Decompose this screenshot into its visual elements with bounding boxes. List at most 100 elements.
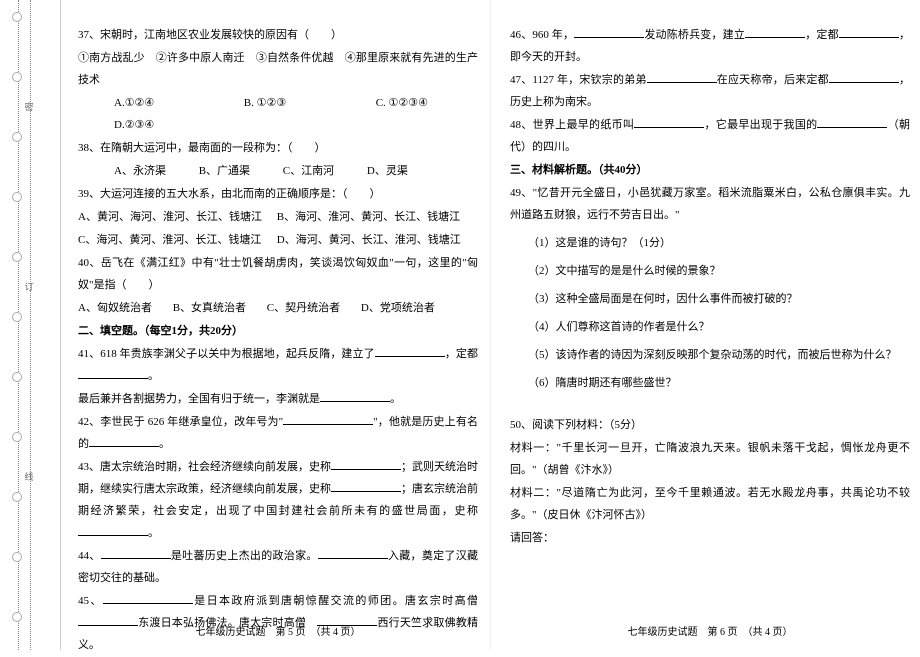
section-2-heading: 二、填空题。（每空1分，共20分）	[78, 320, 478, 342]
q43-blank-3	[78, 524, 148, 536]
q42-blank-1	[283, 413, 373, 425]
q50-material-2: 材料二："尽道隋亡为此河，至今千里赖通波。若无水殿龙舟事，共禹论功不较多。"（皮…	[510, 482, 910, 526]
q40-opt-a: A、匈奴统治者	[78, 297, 152, 319]
q39-opt-b: B、海河、淮河、黄河、长江、钱塘江	[277, 206, 473, 228]
q37: 37、宋朝时，江南地区农业发展较快的原因有（ ）	[78, 24, 478, 46]
binding-circle	[12, 72, 22, 82]
q37-opt-a: A.①②④	[114, 92, 154, 114]
q38-opt-d: D、灵渠	[367, 160, 408, 182]
q38: 38、在隋朝大运河中，最南面的一段称为：（ ）	[78, 137, 478, 159]
q37-opt-d: D.②③④	[114, 114, 154, 136]
binding-label: 线	[22, 470, 36, 483]
q45-b: 是日本政府派到唐朝惊醒交流的师团。唐玄宗时高僧	[193, 595, 478, 607]
q42-blank-2	[89, 435, 159, 447]
q41-text-a: 41、618 年贵族李渊父子以关中为根据地，起兵反隋，建立了	[78, 348, 375, 360]
q46: 46、960 年，发动陈桥兵变，建立，定都，即今天的开封。	[510, 24, 910, 68]
q44: 44、是吐蕃历史上杰出的政治家。入藏，奠定了汉藏密切交往的基础。	[78, 545, 478, 589]
q42-c: 。	[159, 438, 170, 450]
q42: 42、李世民于 626 年继承皇位，改年号为""，他就是历史上有名的。	[78, 411, 478, 455]
q48-blank-2	[817, 116, 887, 128]
q37-options: A.①②④ B. ①②③ C. ①②③④ D.②③④	[78, 92, 478, 136]
q39: 39、大运河连接的五大水系，由北而南的正确顺序是：（ ）	[78, 183, 478, 205]
binding-circle	[12, 12, 22, 22]
q49-3: （3）这种全盛局面是在何时，因什么事件而被打破的？	[510, 288, 910, 310]
binding-circle	[12, 552, 22, 562]
binding-label: 密	[22, 100, 36, 113]
q49: 49、"忆昔开元全盛日，小邑犹藏万家室。稻米流脂粟米白，公私仓廪俱丰实。九州道路…	[510, 182, 910, 226]
q41-blank-2	[78, 367, 148, 379]
binding-label: 订	[22, 280, 36, 293]
vertical-separator	[60, 0, 61, 650]
q50-ask: 请回答：	[510, 527, 910, 549]
q43-a: 43、唐太宗统治时期，社会经济继续向前发展，史称	[78, 461, 331, 473]
footer-right: 七年级历史试题 第 6 页 （共 4 页）	[510, 623, 910, 638]
q44-b: 是吐蕃历史上杰出的政治家。	[171, 550, 318, 562]
q43-blank-2	[331, 480, 401, 492]
q47-blank-2	[829, 71, 899, 83]
binding-circle	[12, 492, 22, 502]
q50: 50、阅读下列材料：（5分）	[510, 414, 910, 436]
footer-left: 七年级历史试题 第 5 页 （共 4 页）	[78, 623, 478, 638]
binding-circle	[12, 312, 22, 322]
q41-line2: 最后兼并各割据势力，全国有归于统一，李渊就是 。	[78, 388, 478, 410]
q46-c: ，定都	[805, 29, 839, 41]
q44-blank-2	[318, 547, 388, 559]
q41-text-b: ，定都	[445, 348, 478, 360]
q40: 40、岳飞在《满江红》中有"壮士饥餐胡虏肉，笑谈渴饮匈奴血"一句，这里的"匈奴"…	[78, 252, 478, 296]
binding-circle	[12, 432, 22, 442]
q45-blank-1	[103, 592, 193, 604]
left-column: 37、宋朝时，江南地区农业发展较快的原因有（ ） ①南方战乱少 ②许多中原人南迁…	[78, 24, 478, 657]
q45-a: 45、	[78, 595, 103, 607]
q41-blank-3	[320, 390, 390, 402]
right-column: 46、960 年，发动陈桥兵变，建立，定都，即今天的开封。 47、1127 年，…	[510, 24, 910, 550]
q46-blank-1	[574, 26, 644, 38]
q49-2: （2）文中描写的是是什么时候的景象？	[510, 260, 910, 282]
spacer	[510, 400, 910, 414]
q37-opt-b: B. ①②③	[244, 92, 286, 114]
q39-row1: A、黄河、海河、淮河、长江、钱塘江 B、海河、淮河、黄河、长江、钱塘江	[78, 206, 478, 228]
q48-blank-1	[634, 116, 704, 128]
q43-blank-1	[331, 458, 401, 470]
q48: 48、世界上最早的纸币叫，它最早出现于我国的（朝代）的四川。	[510, 114, 910, 158]
q39-row2: C、海河、黄河、淮河、长江、钱塘江 D、海河、黄河、长江、淮河、钱塘江	[78, 229, 478, 251]
q46-a: 46、960 年，	[510, 29, 574, 41]
q41-blank-1	[375, 345, 445, 357]
q39-opt-a: A、黄河、海河、淮河、长江、钱塘江	[78, 206, 274, 228]
q47-a: 47、1127 年，宋钦宗的弟弟	[510, 74, 647, 86]
binding-circle	[12, 252, 22, 262]
q38-options: A、永济渠 B、广通渠 C、江南河 D、灵渠	[78, 160, 478, 182]
q38-opt-c: C、江南河	[283, 160, 334, 182]
q41-line2-b: 。	[390, 393, 401, 405]
q37-statements: ①南方战乱少 ②许多中原人南迁 ③自然条件优越 ④那里原来就有先进的生产技术	[78, 47, 478, 91]
q43: 43、唐太宗统治时期，社会经济继续向前发展，史称；武则天统治时期，继续实行唐太宗…	[78, 456, 478, 544]
q49-4: （4）人们尊称这首诗的作者是什么？	[510, 316, 910, 338]
q50-material-1: 材料一："千里长河一旦开，亡隋波浪九天来。银帆未落干戈起，惆怅龙舟更不回。"（胡…	[510, 437, 910, 481]
q40-opt-b: B、女真统治者	[173, 297, 246, 319]
q47: 47、1127 年，宋钦宗的弟弟在应天称帝，后来定都，历史上称为南宋。	[510, 69, 910, 113]
q49-1: （1）这是谁的诗句？（1分）	[510, 232, 910, 254]
q46-blank-2	[745, 26, 805, 38]
q46-blank-3	[839, 26, 899, 38]
q43-d: 。	[148, 527, 159, 539]
q40-opt-c: C、契丹统治者	[267, 297, 340, 319]
q47-blank-1	[647, 71, 717, 83]
binding-circle	[12, 192, 22, 202]
q39-opt-d: D、海河、黄河、长江、淮河、钱塘江	[277, 229, 473, 251]
binding-edge: 密订线	[0, 0, 40, 650]
binding-circle	[12, 612, 22, 622]
q48-a: 48、世界上最早的纸币叫	[510, 119, 634, 131]
page-divider	[490, 0, 491, 650]
q40-opt-d: D、党项统治者	[361, 297, 435, 319]
q38-opt-b: B、广通渠	[199, 160, 250, 182]
q42-a: 42、李世民于 626 年继承皇位，改年号为"	[78, 416, 283, 428]
q38-opt-a: A、永济渠	[114, 160, 166, 182]
q41-line2-a: 最后兼并各割据势力，全国有归于统一，李渊就是	[78, 393, 320, 405]
section-3-heading: 三、材料解析题。（共40分）	[510, 159, 910, 181]
q47-b: 在应天称帝，后来定都	[717, 74, 829, 86]
q49-5: （5）该诗作者的诗因为深刻反映那个复杂动荡的时代，而被后世称为什么？	[510, 344, 910, 366]
q46-b: 发动陈桥兵变，建立	[644, 29, 745, 41]
q40-options: A、匈奴统治者 B、女真统治者 C、契丹统治者 D、党项统治者	[78, 297, 478, 319]
q41: 41、618 年贵族李渊父子以关中为根据地，起兵反隋，建立了，定都。	[78, 343, 478, 387]
q49-6: （6）隋唐时期还有哪些盛世？	[510, 372, 910, 394]
q37-opt-c: C. ①②③④	[376, 92, 428, 114]
